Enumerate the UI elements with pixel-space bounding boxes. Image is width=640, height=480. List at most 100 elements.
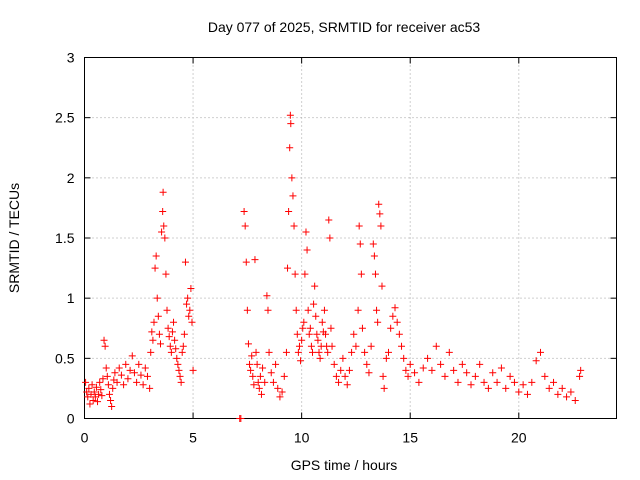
data-point bbox=[167, 348, 175, 356]
data-point bbox=[120, 381, 128, 389]
data-point bbox=[307, 342, 315, 350]
data-point bbox=[150, 318, 158, 326]
data-point bbox=[301, 270, 309, 278]
data-point bbox=[348, 348, 356, 356]
data-point bbox=[82, 378, 90, 386]
data-point bbox=[314, 336, 322, 344]
data-point bbox=[274, 384, 282, 392]
data-point bbox=[385, 348, 392, 356]
y-tick-label: 3 bbox=[67, 50, 75, 66]
data-point bbox=[393, 318, 401, 326]
data-point bbox=[480, 378, 488, 386]
data-point bbox=[326, 234, 334, 242]
data-point bbox=[265, 348, 273, 356]
data-point bbox=[367, 342, 375, 350]
data-point bbox=[306, 324, 314, 332]
data-point bbox=[174, 360, 182, 368]
data-point bbox=[177, 378, 185, 386]
data-point bbox=[322, 330, 330, 338]
data-point bbox=[146, 384, 154, 392]
data-point bbox=[454, 378, 462, 386]
data-point bbox=[432, 342, 440, 350]
data-point bbox=[181, 258, 189, 266]
data-point bbox=[365, 369, 373, 377]
data-point bbox=[325, 216, 333, 224]
grid bbox=[84, 57, 617, 419]
data-point bbox=[180, 330, 188, 338]
data-point bbox=[389, 312, 397, 320]
data-point bbox=[90, 388, 98, 396]
data-point bbox=[149, 336, 157, 344]
data-point bbox=[300, 318, 308, 326]
data-point bbox=[391, 304, 399, 312]
data-point bbox=[341, 372, 349, 380]
data-point bbox=[424, 354, 432, 362]
data-point bbox=[327, 324, 335, 332]
data-point bbox=[109, 384, 117, 392]
data-point bbox=[550, 378, 558, 386]
data-point bbox=[242, 258, 250, 266]
data-point bbox=[175, 366, 183, 374]
data-point bbox=[419, 364, 427, 372]
data-point bbox=[250, 381, 258, 389]
data-point bbox=[502, 384, 510, 392]
data-point bbox=[101, 342, 109, 350]
x-tick-label: 15 bbox=[402, 430, 418, 446]
data-point bbox=[267, 369, 275, 377]
data-point bbox=[102, 364, 110, 372]
data-point bbox=[189, 366, 197, 374]
data-point bbox=[153, 294, 161, 302]
data-point bbox=[257, 390, 265, 398]
data-point bbox=[295, 342, 303, 350]
data-point bbox=[369, 240, 377, 248]
data-point bbox=[108, 402, 116, 410]
data-point bbox=[467, 381, 475, 389]
data-point bbox=[402, 366, 410, 374]
data-point bbox=[345, 366, 353, 374]
data-point bbox=[100, 336, 108, 344]
data-point bbox=[157, 340, 164, 348]
data-point bbox=[247, 366, 255, 374]
data-point bbox=[280, 372, 288, 380]
data-point bbox=[303, 246, 311, 254]
data-point bbox=[415, 378, 423, 386]
data-point bbox=[256, 372, 264, 380]
data-point bbox=[135, 360, 143, 368]
data-point bbox=[83, 388, 91, 396]
x-tick-label: 5 bbox=[189, 430, 197, 446]
data-point bbox=[545, 384, 553, 392]
data-point bbox=[358, 324, 366, 332]
data-point bbox=[263, 292, 271, 300]
data-point bbox=[374, 318, 382, 326]
data-point bbox=[107, 396, 115, 404]
data-point bbox=[94, 398, 102, 406]
data-point bbox=[458, 360, 466, 368]
data-point bbox=[99, 375, 107, 383]
data-point bbox=[352, 342, 360, 350]
data-point bbox=[162, 270, 170, 278]
data-point bbox=[298, 336, 306, 344]
data-point bbox=[173, 354, 181, 362]
data-point bbox=[316, 354, 324, 362]
data-point bbox=[178, 348, 186, 356]
data-point bbox=[290, 222, 298, 230]
data-point bbox=[437, 360, 445, 368]
data-point bbox=[289, 192, 297, 200]
data-point bbox=[294, 348, 302, 356]
data-point bbox=[313, 330, 321, 338]
data-point bbox=[373, 306, 381, 314]
data-point bbox=[179, 342, 187, 350]
data-point bbox=[288, 174, 296, 182]
data-point bbox=[497, 364, 505, 372]
data-point bbox=[324, 348, 332, 356]
data-point bbox=[187, 285, 195, 293]
data-point bbox=[471, 372, 479, 380]
data-point bbox=[105, 390, 113, 398]
data-point bbox=[89, 396, 97, 404]
data-point bbox=[165, 333, 173, 341]
data-point bbox=[330, 360, 338, 368]
data-point bbox=[98, 392, 106, 400]
data-point bbox=[493, 378, 501, 386]
data-point bbox=[88, 381, 96, 389]
data-point bbox=[476, 360, 484, 368]
